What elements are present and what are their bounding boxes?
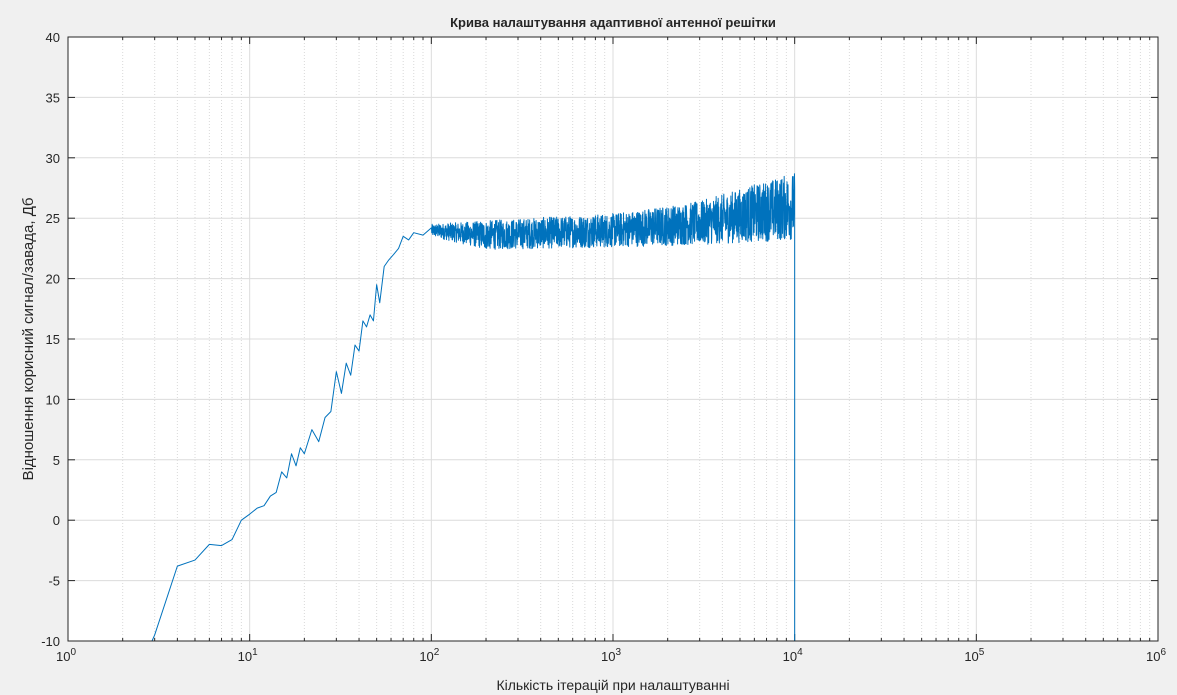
y-tick-label: 20 [46,272,60,287]
y-tick-label: 30 [46,151,60,166]
x-tick-exponent: 1 [252,647,258,658]
x-tick-exponent: 2 [434,647,440,658]
x-tick-label: 104 [783,647,803,664]
y-tick-label: -5 [48,574,60,589]
x-tick-base: 10 [964,649,978,664]
x-tick-base: 10 [601,649,615,664]
x-tick-label: 106 [1146,647,1166,664]
x-tick-exponent: 0 [70,647,76,658]
x-tick-base: 10 [1146,649,1160,664]
x-tick-base: 10 [56,649,70,664]
x-axis-label: Кількість ітерацій при налаштуванні [496,677,729,693]
x-tick-base: 10 [238,649,252,664]
x-tick-label: 105 [964,647,984,664]
x-tick-exponent: 5 [979,647,985,658]
x-tick-exponent: 3 [615,647,621,658]
x-tick-exponent: 4 [797,647,803,658]
y-tick-label: 0 [53,513,60,528]
chart-title: Крива налаштування адаптивної антенної р… [450,15,776,30]
series-line [151,173,796,642]
series-layer [151,173,796,642]
x-tick-label: 100 [56,647,76,664]
x-tick-labels: 100 101 102 103 104 105 106 [56,647,1166,664]
x-tick-base: 10 [783,649,797,664]
y-tick-label: 15 [46,332,60,347]
y-tick-label: -10 [41,634,60,649]
x-tick-label: 101 [238,647,258,664]
x-tick-base: 10 [419,649,433,664]
y-tick-label: 10 [46,392,60,407]
axes-box [67,36,1159,642]
y-axis-label: Відношення корисний сигнал/завада, Дб [20,198,37,481]
y-tick-labels: -10 -5 0 5 10 15 20 25 30 35 40 [41,30,60,649]
y-tick-label: 25 [46,211,60,226]
x-tick-label: 103 [601,647,621,664]
y-tick-label: 35 [46,90,60,105]
x-tick-label: 102 [419,647,439,664]
y-tick-label: 40 [46,30,60,45]
x-tick-exponent: 6 [1160,647,1166,658]
y-tick-label: 5 [53,453,60,468]
